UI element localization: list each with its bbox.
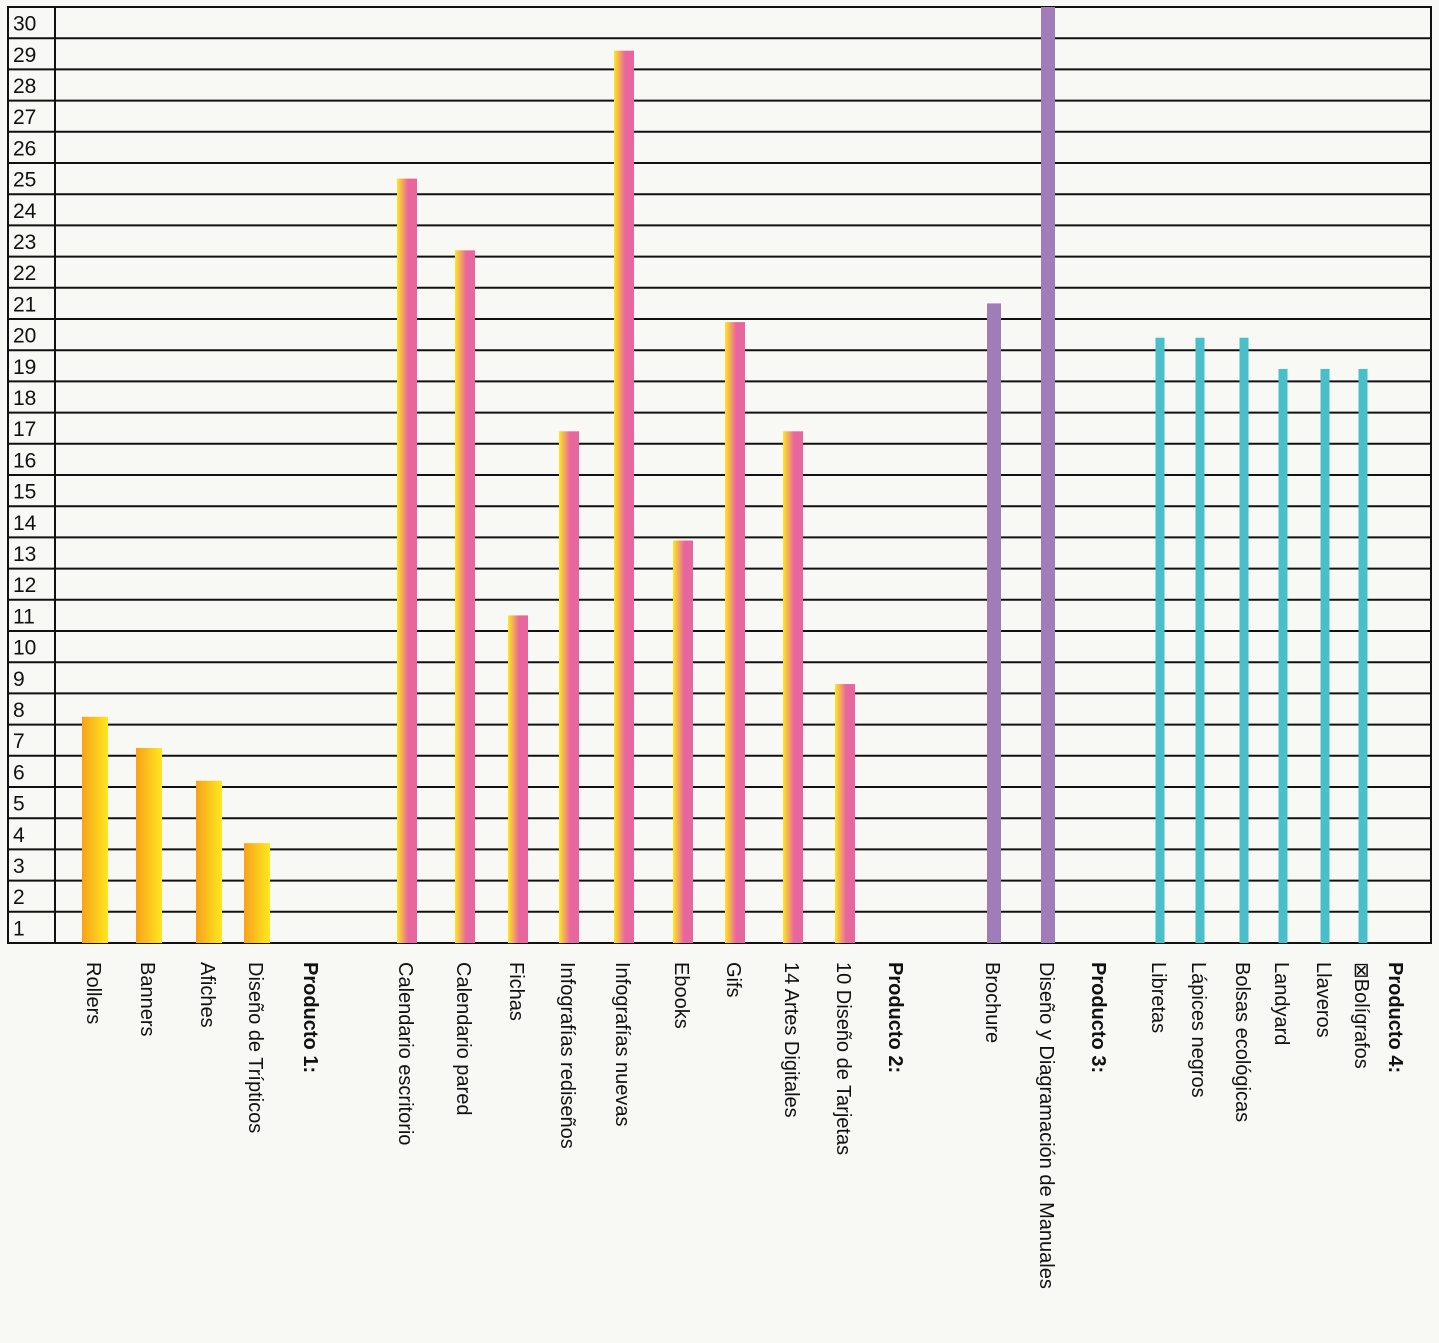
bar-ebooks [673, 540, 693, 943]
y-tick-label-10: 10 [13, 637, 36, 660]
y-tick-label-3: 3 [13, 855, 25, 878]
x-label-1-7: 14 Artes Digitales [780, 962, 802, 1118]
y-tick-label-4: 4 [13, 824, 25, 847]
y-tick-label-24: 24 [13, 200, 37, 223]
y-tick-label-12: 12 [13, 574, 36, 597]
x-label-3-1: Lápices negros [1187, 962, 1209, 1098]
x-label-1-1: Calendario pared [452, 962, 474, 1115]
bar-infografías-rediseños [559, 431, 579, 943]
x-label-1-6: Gifs [722, 962, 744, 998]
bar--bolígrafos [1358, 368, 1368, 943]
y-tick-label-2: 2 [13, 886, 25, 909]
group-label-3: Producto 3: [1087, 962, 1109, 1073]
bar-afiches [196, 780, 222, 943]
group-label-2: Producto 2: [884, 962, 906, 1073]
y-tick-label-11: 11 [13, 605, 35, 628]
y-tick-label-7: 7 [13, 730, 25, 753]
x-axis-category-labels: Rollers Banners Afiches Diseño de Trípticos… [82, 962, 1406, 1289]
x-label-2-1: Diseño y Diagramación de Manuales [1035, 962, 1057, 1289]
x-label-1-4: Infografías nuevas [611, 962, 633, 1127]
grid-lines [7, 6, 1432, 944]
y-tick-label-26: 26 [13, 137, 36, 160]
y-tick-label-9: 9 [13, 668, 25, 691]
x-label-0-1: Banners [136, 962, 158, 1037]
bar-calendario-pared [455, 250, 475, 944]
bar-libretas [1155, 337, 1165, 944]
y-tick-label-29: 29 [13, 44, 36, 67]
x-label-3-5: ⊠Bolígrafos [1350, 962, 1372, 1069]
x-label-3-4: Llaveros [1312, 962, 1334, 1038]
bar-14-artes-digitales [783, 431, 803, 943]
y-tick-label-23: 23 [13, 231, 36, 254]
y-tick-label-8: 8 [13, 699, 25, 722]
y-tick-label-13: 13 [13, 543, 36, 566]
y-tick-label-14: 14 [13, 512, 37, 535]
y-tick-label-16: 16 [13, 449, 36, 472]
bar-landyard [1278, 368, 1288, 943]
y-tick-label-19: 19 [13, 356, 36, 379]
y-tick-label-5: 5 [13, 793, 25, 816]
y-tick-label-22: 22 [13, 262, 36, 285]
y-tick-label-17: 17 [13, 418, 36, 441]
bar-llaveros [1320, 368, 1330, 943]
bar-banners [136, 748, 162, 943]
y-tick-label-18: 18 [13, 387, 36, 410]
group-label-4: Producto 4: [1384, 962, 1406, 1073]
bars [82, 7, 1368, 944]
x-label-3-3: Landyard [1270, 962, 1292, 1045]
bar-diseño-de-trípticos [244, 843, 270, 943]
bar-gifs [725, 322, 745, 943]
x-label-3-2: Bolsas ecológicas [1231, 962, 1253, 1122]
x-label-1-8: 10 Diseño de Tarjetas [832, 962, 854, 1155]
y-tick-label-28: 28 [13, 75, 36, 98]
y-tick-label-6: 6 [13, 761, 25, 784]
group-label-1: Producto 1: [299, 962, 321, 1073]
x-label-1-2: Fichas [505, 962, 527, 1021]
bar-bolsas-ecológicas [1239, 337, 1249, 944]
y-tick-label-30: 30 [13, 13, 36, 36]
y-tick-label-25: 25 [13, 169, 36, 192]
y-axis-tick-labels: 1234567891011121314151617181920212223242… [13, 13, 37, 941]
x-label-0-0: Rollers [82, 962, 104, 1024]
bar-fichas [508, 615, 528, 943]
y-tick-label-20: 20 [13, 325, 36, 348]
x-label-0-2: Afiches [196, 962, 218, 1028]
bar-lápices-negros [1195, 337, 1205, 944]
y-tick-label-27: 27 [13, 106, 36, 129]
bar-brochure [987, 303, 1001, 943]
y-tick-label-1: 1 [13, 917, 25, 940]
bar-diseño-y-diagramación-de-manuales [1041, 7, 1055, 943]
x-label-2-0: Brochure [981, 962, 1003, 1043]
bar-rollers [82, 716, 108, 943]
y-tick-label-21: 21 [13, 293, 36, 316]
bar-calendario-escritorio [397, 178, 417, 944]
x-label-0-3: Diseño de Trípticos [244, 962, 266, 1133]
bar-infografías-nuevas [614, 50, 634, 944]
x-label-1-3: Infografías rediseños [556, 962, 578, 1149]
x-label-1-0: Calendario escritorio [394, 962, 416, 1145]
x-label-3-0: Libretas [1147, 962, 1169, 1033]
y-tick-label-15: 15 [13, 481, 36, 504]
bar-10-diseño-de-tarjetas [835, 684, 855, 943]
x-label-1-5: Ebooks [670, 962, 692, 1029]
